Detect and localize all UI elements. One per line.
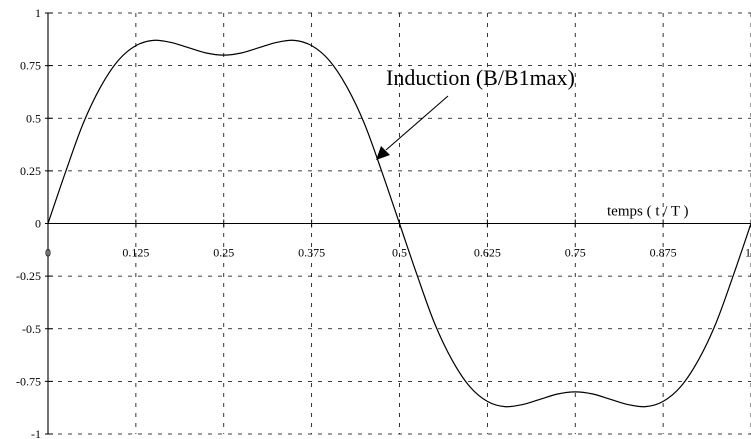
y-tick-label: 0.75	[20, 59, 41, 73]
y-tick-label: -0.5	[22, 322, 41, 336]
y-tick-label: -1	[31, 427, 41, 439]
induction-curve	[47, 39, 751, 408]
x-tick-label: 0.875	[650, 246, 677, 260]
x-tick-label: 0.625	[474, 246, 501, 260]
annotation-arrow-line	[385, 95, 449, 151]
x-tick-label: 0.5	[392, 246, 407, 260]
x-tick-label: 0	[45, 246, 51, 260]
x-axis-label: temps ( t / T )	[607, 204, 689, 220]
y-tick-label: -0.75	[16, 374, 41, 388]
x-tick-label: 0.75	[565, 246, 586, 260]
y-tick-label: 0.5	[26, 111, 41, 125]
annotation-arrow-head	[376, 146, 390, 160]
y-tick-label: -0.25	[16, 269, 41, 283]
x-tick-labels: 0 0.125 0.25 0.375 0.5 0.625 0.75 0.875 1	[45, 246, 751, 260]
y-tick-label: 0	[35, 217, 41, 231]
x-tick-label: 0.375	[298, 246, 325, 260]
y-tick-label: 1	[35, 6, 41, 20]
tick-marks	[45, 12, 751, 435]
x-tick-label: 0.25	[213, 246, 234, 260]
annotation-arrow	[376, 95, 449, 160]
x-tick-label: 0.125	[122, 246, 149, 260]
y-tick-labels: 1 0.75 0.5 0.25 0 -0.25 -0.5 -0.75 -1	[16, 6, 41, 439]
y-tick-label: 0.25	[20, 164, 41, 178]
x-tick-label: 1	[745, 246, 751, 260]
induction-annotation: Induction (B/B1max)	[386, 65, 575, 90]
